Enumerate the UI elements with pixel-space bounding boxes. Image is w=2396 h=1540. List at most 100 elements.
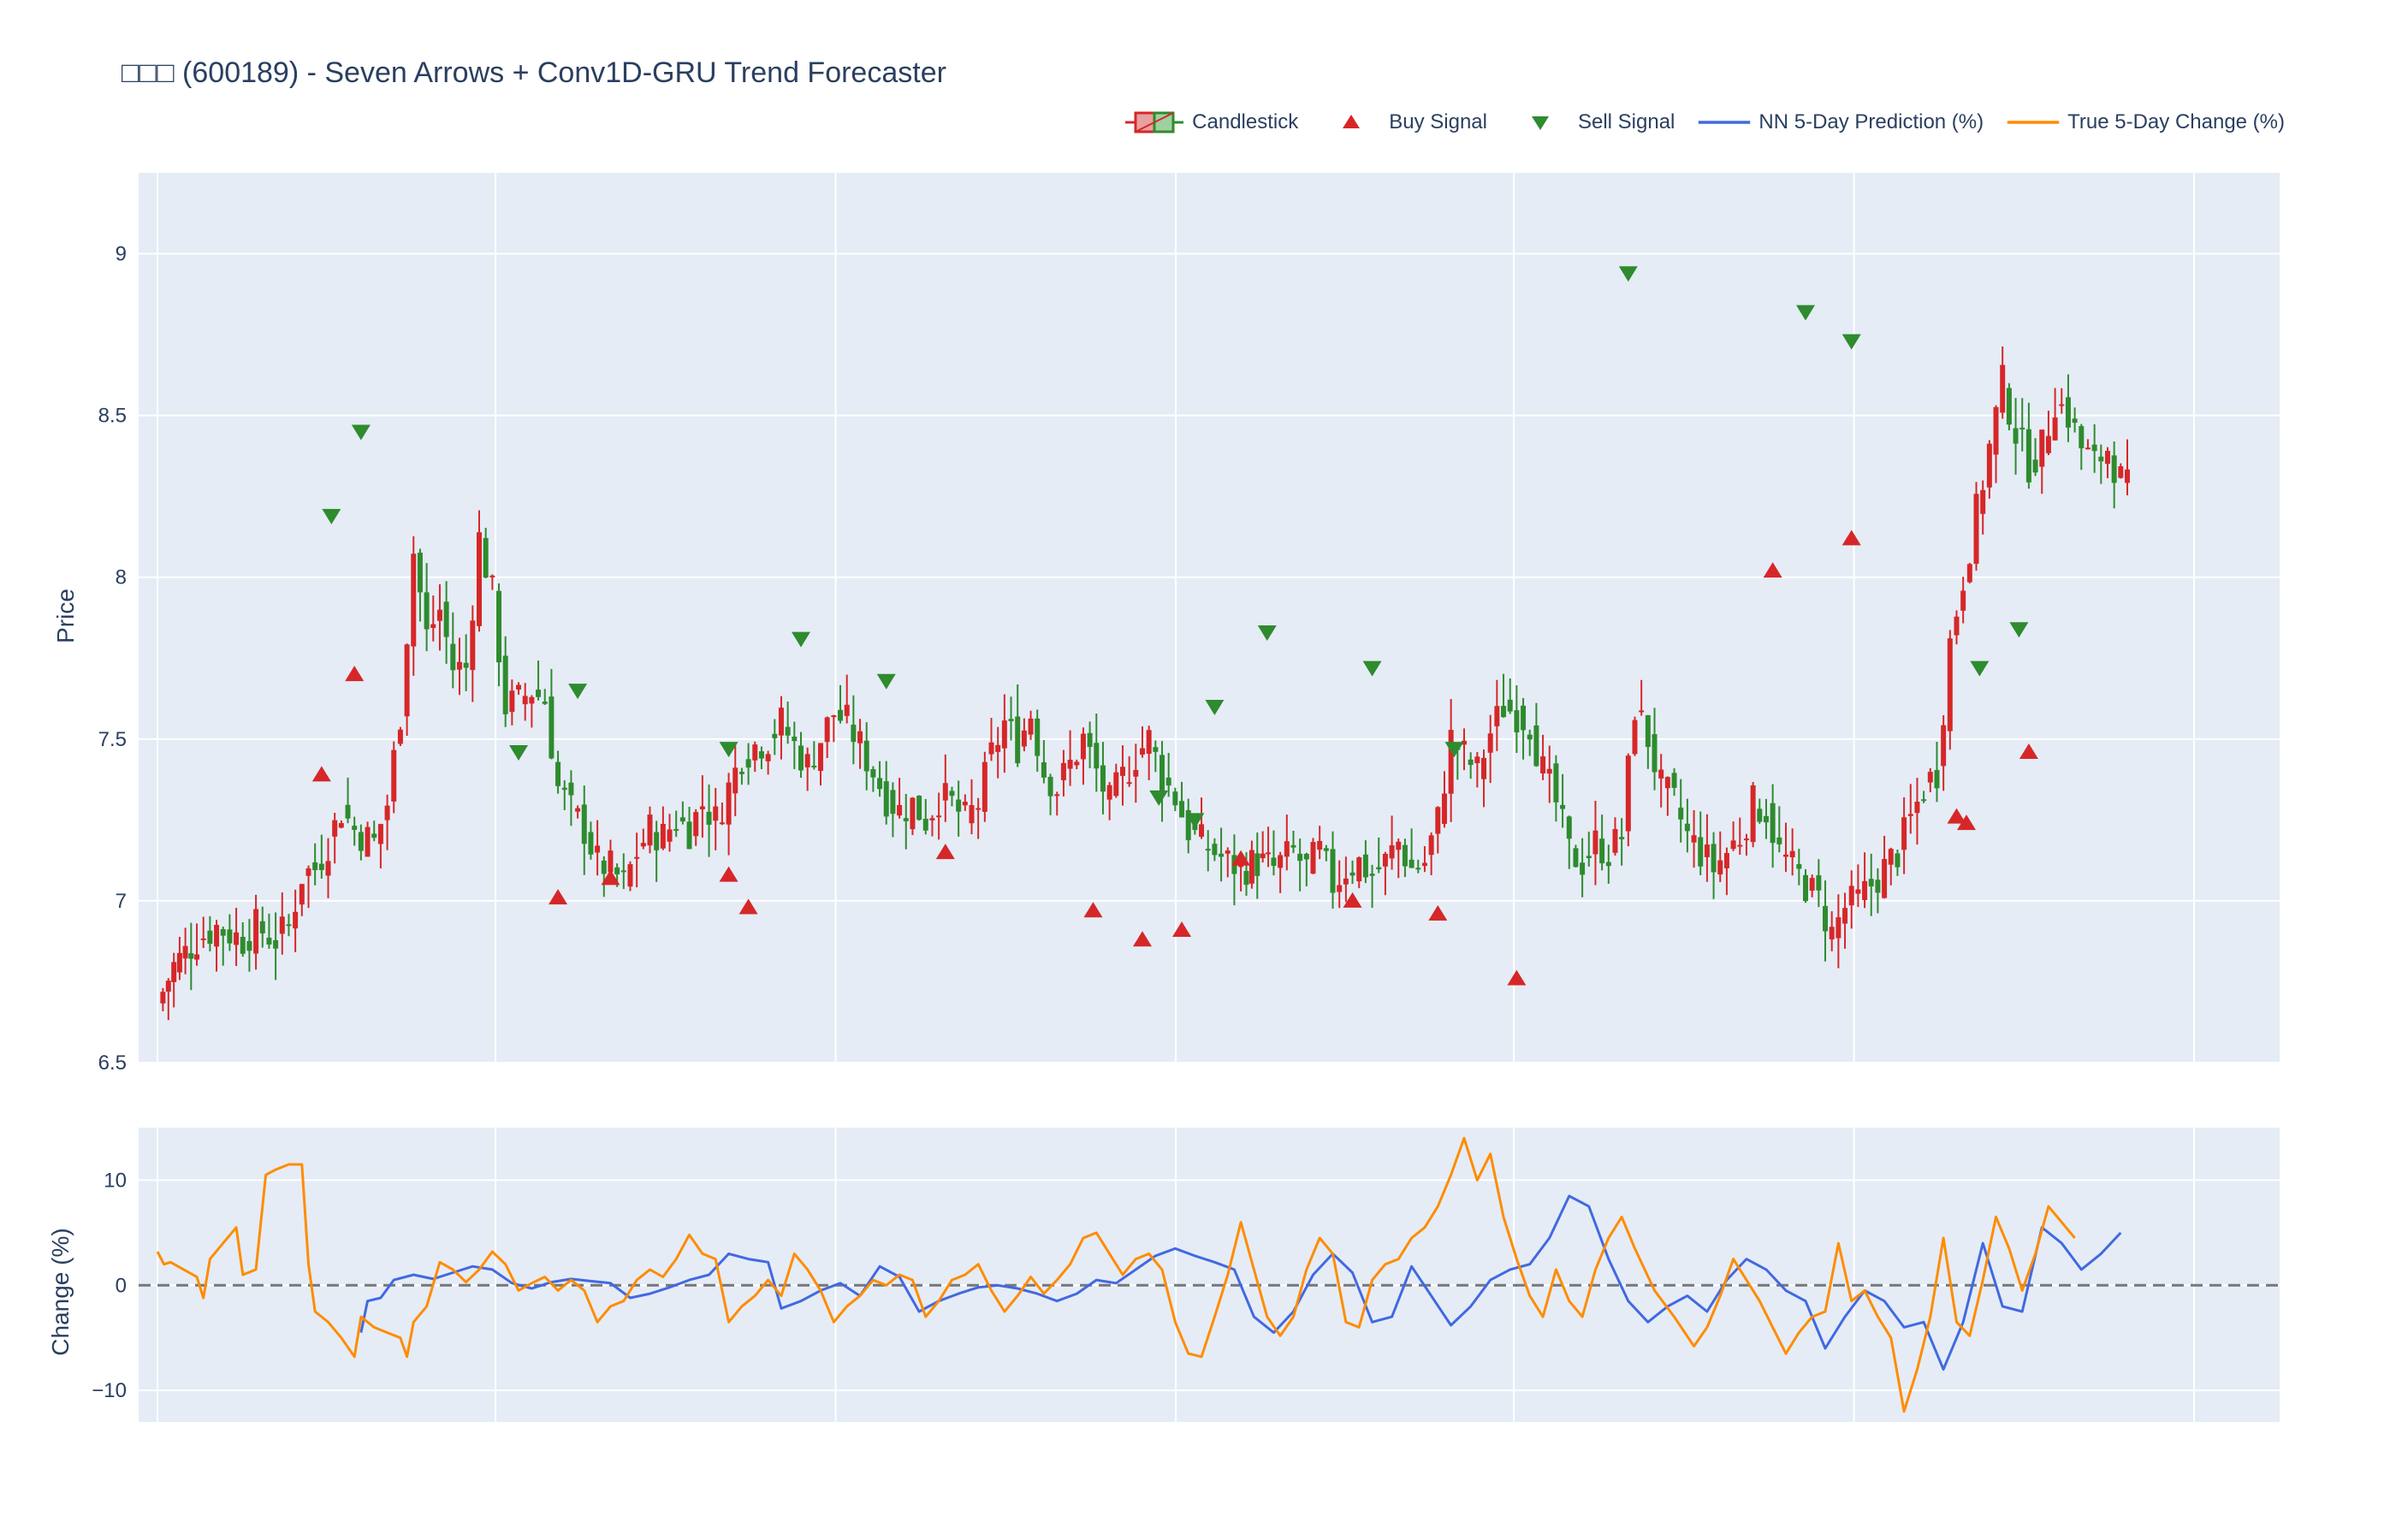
legend-label-true: True 5-Day Change (%) <box>2067 110 2285 133</box>
buy-signal-marker <box>601 869 620 886</box>
candle-body <box>1441 793 1447 824</box>
change-panel[interactable]: −10 0 10 <box>92 1128 2280 1422</box>
candle-body <box>1290 844 1296 848</box>
candle-body <box>1248 850 1254 884</box>
candle-body <box>738 772 744 774</box>
buy-signal-marker <box>719 866 738 882</box>
candle-body <box>1212 844 1218 856</box>
candle-body <box>1278 855 1284 868</box>
sell-signal-marker <box>351 424 371 441</box>
candle-body <box>831 715 837 718</box>
candle-body <box>1842 908 1848 924</box>
candle-body <box>1914 802 1920 814</box>
buy-signal-marker <box>311 766 331 782</box>
candle-body <box>601 860 607 874</box>
candle-body <box>1875 880 1881 893</box>
candle-body <box>1297 853 1303 862</box>
candle-body <box>1100 765 1106 792</box>
candle-body <box>726 782 732 825</box>
candle-body <box>1723 852 1729 868</box>
candle-body <box>1986 443 1992 488</box>
buy-signal-marker <box>738 898 758 915</box>
candle-body <box>489 575 495 578</box>
candle-body <box>1560 804 1566 809</box>
legend-item-sell[interactable]: Sell Signal <box>1509 110 1675 135</box>
candle-body <box>1848 886 1854 906</box>
candle-body <box>1323 848 1329 851</box>
candle-body <box>1836 917 1841 939</box>
candle-body <box>1415 868 1421 870</box>
candle-body <box>1421 862 1427 867</box>
candle-body <box>1855 889 1861 894</box>
candle-body <box>956 799 962 812</box>
candle-body <box>1882 859 1888 898</box>
sell-signal-marker <box>1362 660 1382 677</box>
candle-body <box>1461 740 1467 745</box>
candle-body <box>1080 733 1086 760</box>
candle-body <box>1533 725 1539 767</box>
buy-signal-marker <box>549 889 568 905</box>
sell-signal-marker <box>1257 625 1277 642</box>
candle-body <box>575 808 581 812</box>
candle-body <box>1260 853 1266 859</box>
candle-body <box>1317 840 1323 850</box>
candle-body <box>377 824 383 844</box>
candle-body <box>922 818 928 831</box>
candle-body <box>1271 857 1277 867</box>
candle-body <box>358 832 364 851</box>
candle-body <box>273 939 279 949</box>
price-ytick-label: 7.5 <box>98 728 127 751</box>
legend-item-candlestick[interactable]: Candlestick <box>1124 110 1298 135</box>
price-panel[interactable]: 6.5 7 7.5 8 8.5 9 <box>98 173 2280 1075</box>
candle-body <box>1816 875 1822 891</box>
candle-body <box>2019 427 2025 429</box>
candle-body <box>1015 716 1021 764</box>
legend-item-nn[interactable]: NN 5-Day Prediction (%) <box>1697 110 1984 135</box>
candle-body <box>1243 871 1249 886</box>
candle-body <box>976 808 982 810</box>
candle-body <box>1448 730 1454 794</box>
candle-body <box>706 811 712 826</box>
candle-body <box>1106 785 1112 800</box>
candle-body <box>2072 418 2078 424</box>
candle-body <box>2104 450 2110 465</box>
candle-body <box>188 953 194 959</box>
legend-item-buy[interactable]: Buy Signal <box>1320 110 1487 135</box>
candle-body <box>160 992 166 1004</box>
candle-body <box>253 909 259 954</box>
candle-body <box>620 870 626 873</box>
candle-body <box>2045 435 2051 453</box>
candle-body <box>679 817 685 822</box>
candle-body <box>312 862 318 871</box>
candle-body <box>220 928 226 936</box>
candle-body <box>1599 838 1605 864</box>
candle-body <box>897 804 903 816</box>
candle-body <box>430 624 436 628</box>
candle-body <box>182 945 188 959</box>
candle-body <box>1172 791 1178 806</box>
candle-body <box>863 740 869 772</box>
candle-body <box>443 601 449 637</box>
candle-body <box>1586 856 1592 858</box>
buy-signal-marker <box>1957 814 1977 831</box>
candle-body <box>165 980 171 992</box>
candle-body <box>581 804 587 844</box>
change-axis-title: Change (%) <box>47 1228 74 1355</box>
candle-body <box>509 690 515 713</box>
legend-label-buy: Buy Signal <box>1389 110 1487 133</box>
candle-body <box>1402 844 1408 867</box>
candle-body <box>588 832 594 855</box>
candle-body <box>1428 835 1434 856</box>
candle-body <box>240 937 246 954</box>
candle-body <box>1376 867 1382 870</box>
candle-body <box>1060 762 1066 780</box>
price-ytick-label: 8 <box>116 566 127 589</box>
candle-body <box>811 765 817 767</box>
candle-body <box>266 937 272 945</box>
legend-item-true[interactable]: True 5-Day Change (%) <box>2006 110 2285 135</box>
candle-body <box>1757 808 1763 822</box>
candle-body <box>1514 710 1520 733</box>
sell-signal-marker <box>791 631 810 648</box>
candle-body <box>2111 455 2117 483</box>
